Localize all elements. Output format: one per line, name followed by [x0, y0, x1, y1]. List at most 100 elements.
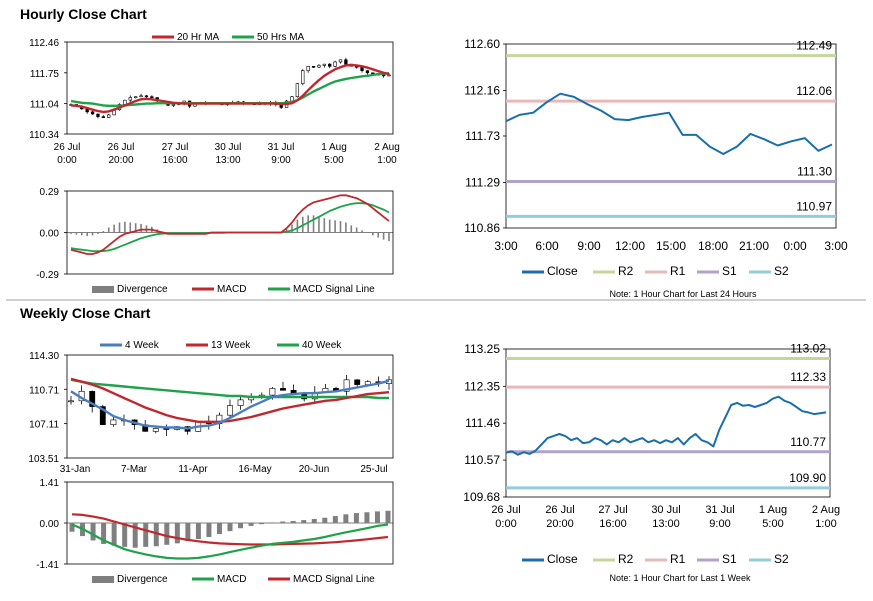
legend-label: 50 Hrs MA: [257, 32, 305, 43]
legend-swatch: [92, 286, 114, 293]
divergence-bar: [259, 523, 265, 525]
candle-body: [107, 114, 111, 118]
y-tick-label: -0.29: [36, 270, 59, 281]
y-tick-label: 112.16: [464, 84, 500, 98]
divergence-bar: [143, 523, 149, 547]
candle-body: [89, 390, 96, 407]
weekly-title: Weekly Close Chart: [20, 305, 151, 321]
candle: [110, 417, 117, 427]
weekly-pivot-chart: 113.25 112.35 111.46 110.57 109.68 113.02 112.…: [463, 342, 840, 583]
x-tick-label: 3:00: [824, 239, 848, 253]
divergence-bar: [248, 523, 254, 526]
x-tick-label: 9:00: [271, 155, 291, 166]
y-tick-label: 1.41: [40, 478, 60, 489]
legend-label: S1: [722, 552, 737, 566]
candle-body: [280, 388, 286, 391]
x-tick-label: 13:00: [215, 155, 240, 166]
candle: [386, 376, 392, 390]
x-tick-label: 0:00: [783, 239, 807, 253]
hourly-pivot-chart: 112.60 112.16 111.73 111.29 110.86 112.49 112.…: [464, 37, 848, 299]
legend-label: Close: [547, 264, 578, 278]
y-tick-label: 111.73: [465, 129, 500, 143]
x-tick-label: 3:00: [494, 239, 518, 253]
macd-line: [70, 194, 390, 255]
x-tick-label: 20:00: [546, 518, 574, 530]
x-tick-label: 1 Aug: [759, 504, 787, 516]
x-tick-label: 18:00: [698, 239, 728, 253]
y-tick-label: 0.29: [40, 187, 60, 198]
x-tick-label: 11-Apr: [178, 464, 208, 475]
y-tick-label: 111.75: [30, 69, 60, 80]
divergence-bar: [195, 523, 201, 539]
divergence-bar: [238, 523, 244, 529]
x-tick-label: 13:00: [652, 518, 680, 530]
divergence-bar: [206, 523, 212, 537]
divergence-bar: [69, 523, 75, 532]
level-label-r2: 113.02: [790, 342, 826, 356]
x-tick-label: 2 Aug: [374, 142, 400, 153]
y-tick-label: 111.29: [465, 176, 500, 190]
candle-body: [144, 95, 149, 98]
candle-body: [387, 74, 391, 77]
candle-body: [96, 113, 100, 117]
candle-body: [101, 116, 105, 118]
x-tick-label: 26 Jul: [108, 142, 135, 153]
divergence-bar: [343, 514, 349, 523]
x-tick-label: 31 Jul: [705, 504, 734, 516]
x-tick-label: 15:00: [656, 239, 686, 253]
x-tick-label: 20:00: [108, 155, 133, 166]
legend-label: MACD: [217, 284, 246, 295]
legend-label: Divergence: [117, 284, 168, 295]
divergence-bar: [374, 511, 380, 523]
candle: [311, 66, 316, 68]
x-tick-label: 27 Jul: [162, 142, 189, 153]
y-tick-label: 114.30: [29, 351, 59, 362]
candle-body: [134, 96, 138, 98]
ma50-line: [70, 72, 390, 108]
divergence-bar: [164, 523, 170, 545]
candle-body: [110, 419, 117, 425]
candle-body: [311, 66, 316, 68]
legend-label: R1: [670, 264, 686, 278]
legend-label: S2: [774, 552, 789, 566]
divergence-bar: [153, 523, 159, 547]
x-tick-label: 1:00: [377, 155, 397, 166]
candle-body: [152, 428, 159, 432]
x-tick-label: 31-Jan: [60, 464, 91, 475]
x-tick-label: 2 Aug: [812, 504, 840, 516]
y-tick-label: 103.51: [28, 454, 59, 465]
y-tick-label: 112.46: [29, 38, 59, 49]
legend-label: 20 Hr MA: [177, 32, 220, 43]
legend-label: MACD: [217, 574, 246, 585]
chart-note: Note: 1 Hour Chart for Last 24 Hours: [609, 289, 757, 299]
y-tick-label: -1.41: [36, 560, 59, 571]
legend-label: Close: [547, 552, 578, 566]
candle: [227, 399, 233, 418]
legend-label: R2: [618, 264, 634, 278]
level-label-s1: 111.30: [797, 164, 832, 178]
plot-frame: [66, 41, 394, 135]
divergence-bar: [132, 523, 138, 548]
candle: [306, 65, 310, 73]
divergence-bar: [280, 521, 286, 523]
ma4-line: [70, 379, 390, 430]
divergence-bar: [174, 523, 180, 544]
x-tick-label: 0:00: [57, 155, 77, 166]
candle: [171, 104, 176, 108]
legend-label: Divergence: [117, 574, 168, 585]
candle: [295, 83, 300, 98]
plot-frame: [505, 43, 837, 229]
legend-label: 40 Week: [302, 340, 342, 351]
candle: [280, 381, 286, 391]
legend-label: S2: [774, 264, 789, 278]
x-tick-label: 30 Jul: [651, 504, 680, 516]
candle-body: [139, 95, 143, 98]
x-tick-label: 21:00: [739, 239, 769, 253]
candle: [343, 374, 350, 396]
x-tick-label: 26 Jul: [545, 504, 574, 516]
candle: [301, 69, 305, 86]
legend-label: R2: [618, 552, 634, 566]
legend-swatch: [92, 576, 114, 583]
candle-body: [171, 104, 176, 106]
